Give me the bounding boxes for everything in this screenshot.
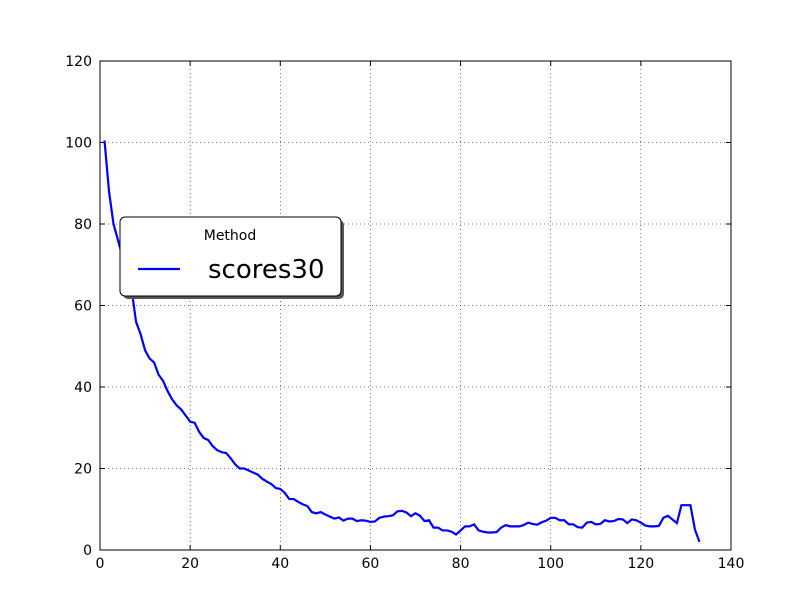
- plot-frame: [99, 60, 732, 551]
- y-tick-label: 100: [65, 136, 92, 152]
- x-tick-label: 120: [627, 556, 654, 572]
- x-tick-label: 60: [362, 556, 380, 572]
- y-tick-label: 120: [65, 54, 92, 70]
- y-tick-label: 80: [74, 217, 92, 233]
- y-tick-label: 20: [74, 462, 92, 478]
- y-tick-label: 40: [74, 380, 92, 396]
- data-line: [103, 140, 701, 543]
- x-tick-label: 140: [718, 556, 745, 572]
- legend-label: scores30: [208, 255, 325, 285]
- legend-box: [119, 216, 342, 297]
- x-tick-label: 100: [537, 556, 564, 572]
- x-tick-label: 0: [96, 556, 105, 572]
- legend: Method scores30: [119, 216, 344, 299]
- legend-title: Method: [204, 228, 257, 244]
- x-tick-label: 20: [181, 556, 199, 572]
- x-tick-label: 40: [271, 556, 289, 572]
- y-tick-label: 0: [83, 543, 92, 559]
- plot-area: [100, 61, 731, 550]
- y-tick-label: 60: [74, 299, 92, 315]
- x-tick-label: 80: [452, 556, 470, 572]
